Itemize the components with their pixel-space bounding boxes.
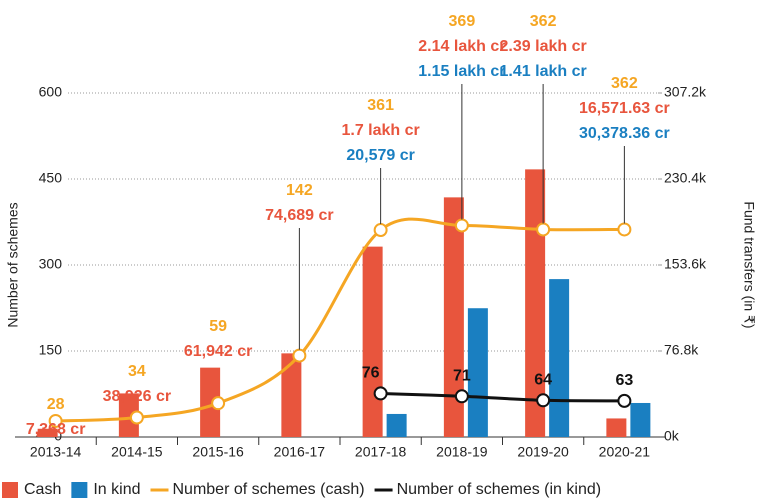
line-marker [373, 223, 388, 238]
data-label: 59 [209, 318, 227, 335]
y-tick-label: 450 [39, 170, 63, 186]
line-marker [373, 386, 388, 401]
data-label: 74,689 cr [265, 207, 334, 224]
line-marker [211, 396, 226, 411]
y-tick-label: 0 [54, 428, 62, 444]
bar [281, 353, 302, 437]
data-label: 7,368 cr [26, 421, 86, 438]
line-marker [129, 410, 144, 425]
line-marker [454, 389, 469, 404]
legend-swatch [71, 482, 88, 498]
line-marker [536, 222, 551, 237]
x-tick-label: 2016-17 [274, 444, 326, 460]
bar [118, 393, 139, 437]
data-label: 369 [449, 13, 476, 30]
data-label: 16,571.63 cr [579, 100, 670, 117]
x-tick-label: 2013-14 [30, 444, 82, 460]
legend-label: In kind [93, 481, 140, 498]
y2-axis-title: Fund transfers (in ₹) [741, 201, 757, 328]
data-label: 20,579 cr [346, 147, 415, 164]
y-axis-title: Number of schemes [5, 202, 21, 327]
data-label: 30,378.36 cr [579, 125, 670, 142]
data-label: 63 [615, 372, 633, 389]
data-label: 61,942 cr [184, 343, 253, 360]
bar [386, 413, 407, 437]
line [380, 391, 625, 403]
data-label: 1.41 lakh cr [500, 63, 587, 80]
data-label: 1.15 lakh cr [418, 63, 505, 80]
legend-label: Cash [24, 481, 61, 498]
bar [630, 402, 651, 437]
line-marker [454, 218, 469, 233]
x-tick-label: 2017-18 [355, 444, 407, 460]
data-label: 38,926 cr [103, 388, 172, 405]
data-label: 2.39 lakh cr [500, 38, 587, 55]
bar [549, 279, 570, 437]
line-marker [617, 393, 632, 408]
bar [37, 428, 58, 437]
data-label: 362 [611, 75, 638, 92]
y2-tick-label: 307.2k [664, 84, 707, 100]
bar [200, 367, 221, 437]
data-label: 34 [128, 363, 146, 380]
x-tick-label: 2014-15 [111, 444, 163, 460]
line-marker [292, 348, 307, 363]
y-tick-label: 600 [39, 84, 63, 100]
x-tick-label: 2015-16 [192, 444, 244, 460]
x-tick-label: 2018-19 [436, 444, 488, 460]
bar [467, 308, 488, 437]
bar [362, 246, 383, 437]
bar [443, 197, 464, 437]
bar [606, 418, 627, 437]
y2-tick-label: 76.8k [664, 342, 699, 358]
line-marker [536, 393, 551, 408]
line [55, 217, 625, 423]
y2-tick-label: 230.4k [664, 170, 707, 186]
legend-label: Number of schemes (cash) [173, 481, 365, 498]
data-label: 2.14 lakh cr [418, 38, 505, 55]
legend-label: Number of schemes (in kind) [397, 481, 602, 498]
line-marker [48, 413, 63, 428]
data-label: 362 [530, 13, 557, 30]
x-tick-label: 2020-21 [599, 444, 651, 460]
data-label: 142 [286, 182, 313, 199]
data-label: 71 [453, 368, 471, 385]
data-label: 64 [534, 372, 552, 389]
data-label: 1.7 lakh cr [341, 122, 419, 139]
y2-tick-label: 153.6k [664, 256, 707, 272]
y-tick-label: 300 [39, 256, 63, 272]
bar [525, 169, 546, 437]
data-label: 361 [367, 97, 394, 114]
y2-tick-label: 0k [664, 428, 680, 444]
data-label: 76 [362, 365, 380, 382]
y-tick-label: 150 [39, 342, 63, 358]
data-label: 28 [47, 396, 65, 413]
line-marker [617, 222, 632, 237]
legend-swatch [2, 482, 18, 498]
x-tick-label: 2019-20 [517, 444, 569, 460]
